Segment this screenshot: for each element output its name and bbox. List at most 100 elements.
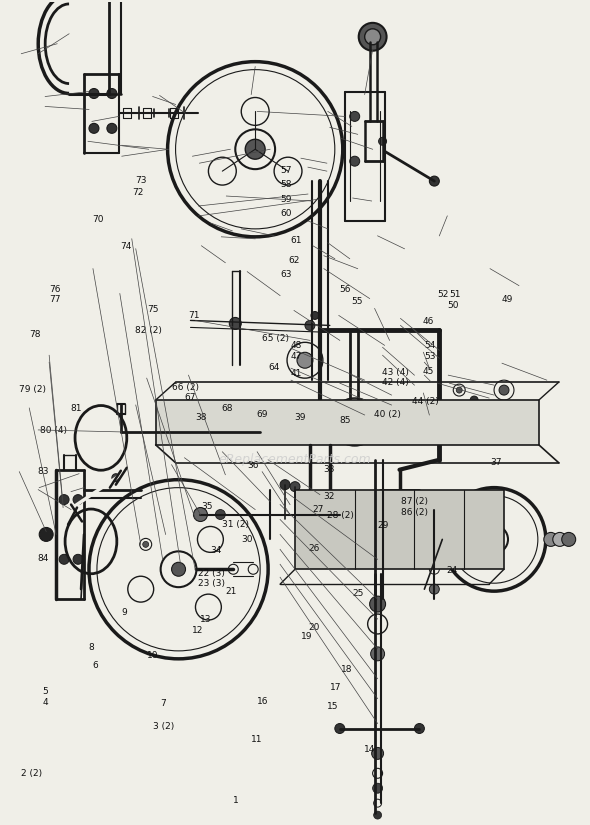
Text: 76: 76	[50, 285, 61, 294]
Text: 4: 4	[42, 698, 48, 707]
Text: 59: 59	[280, 195, 292, 204]
Text: 77: 77	[50, 295, 61, 304]
Text: 18: 18	[341, 665, 352, 674]
Circle shape	[59, 554, 69, 564]
Circle shape	[297, 352, 313, 368]
Text: 22 (3): 22 (3)	[198, 569, 225, 578]
Circle shape	[350, 156, 360, 166]
Circle shape	[480, 493, 488, 502]
Text: 35: 35	[201, 502, 212, 511]
Text: 38: 38	[195, 413, 206, 422]
Text: 28 (2): 28 (2)	[327, 512, 354, 521]
Text: 30: 30	[241, 535, 253, 545]
Circle shape	[500, 406, 508, 414]
Circle shape	[359, 23, 386, 50]
Circle shape	[112, 474, 120, 482]
Text: 69: 69	[257, 411, 268, 419]
Text: 36: 36	[247, 461, 258, 470]
Text: 33: 33	[323, 465, 335, 474]
Text: 11: 11	[251, 735, 263, 744]
Circle shape	[470, 396, 478, 404]
Circle shape	[365, 29, 381, 45]
Text: 15: 15	[327, 702, 339, 711]
Circle shape	[59, 495, 69, 505]
Text: 2 (2): 2 (2)	[21, 769, 42, 778]
Text: 60: 60	[280, 210, 292, 219]
Text: 71: 71	[188, 311, 199, 320]
Circle shape	[562, 532, 576, 546]
Circle shape	[305, 320, 315, 330]
Text: 49: 49	[502, 295, 513, 304]
Text: 64: 64	[268, 363, 280, 372]
Circle shape	[290, 482, 300, 492]
Text: 42 (4): 42 (4)	[382, 379, 409, 388]
Text: 70: 70	[93, 215, 104, 224]
Text: 24: 24	[447, 567, 458, 576]
Text: 53: 53	[424, 352, 435, 361]
Circle shape	[194, 507, 208, 521]
Text: 26: 26	[309, 544, 320, 554]
Circle shape	[414, 724, 424, 733]
Circle shape	[143, 541, 149, 547]
Text: 37: 37	[490, 458, 502, 467]
Text: 84: 84	[38, 554, 49, 563]
Circle shape	[430, 505, 440, 515]
Circle shape	[553, 532, 567, 546]
Text: 41: 41	[291, 369, 302, 378]
Circle shape	[73, 554, 83, 564]
Circle shape	[89, 124, 99, 134]
Circle shape	[450, 506, 458, 513]
Text: 51: 51	[450, 290, 461, 299]
Text: 7: 7	[160, 700, 166, 709]
Text: 54: 54	[424, 342, 435, 351]
Circle shape	[311, 312, 319, 319]
Text: 65 (2): 65 (2)	[261, 334, 289, 343]
FancyBboxPatch shape	[156, 400, 539, 445]
Circle shape	[350, 111, 360, 121]
Text: 75: 75	[147, 305, 159, 314]
Text: 25: 25	[353, 589, 364, 597]
Circle shape	[321, 493, 329, 502]
Text: 3 (2): 3 (2)	[153, 722, 174, 731]
Text: 61: 61	[290, 236, 302, 244]
Text: 1: 1	[233, 795, 239, 804]
Text: 5: 5	[42, 687, 48, 696]
Circle shape	[215, 510, 225, 520]
Text: 57: 57	[280, 166, 292, 175]
Circle shape	[499, 385, 509, 395]
Circle shape	[107, 88, 117, 98]
Text: 58: 58	[280, 180, 292, 189]
Text: 23 (3): 23 (3)	[198, 579, 225, 587]
Text: 10: 10	[147, 651, 159, 660]
Text: 34: 34	[210, 546, 221, 555]
Text: 79 (2): 79 (2)	[19, 385, 46, 394]
Circle shape	[280, 479, 290, 489]
Text: 74: 74	[120, 242, 132, 251]
Text: 19: 19	[301, 632, 312, 641]
Text: 8: 8	[88, 643, 94, 652]
Text: 67: 67	[185, 394, 196, 403]
Circle shape	[333, 507, 347, 521]
Text: 13: 13	[200, 615, 211, 624]
Text: 47: 47	[291, 352, 302, 361]
Circle shape	[381, 493, 389, 502]
FancyBboxPatch shape	[295, 489, 504, 569]
Text: 17: 17	[330, 683, 342, 692]
Circle shape	[230, 318, 241, 329]
Text: 16: 16	[257, 697, 268, 706]
Circle shape	[430, 176, 440, 186]
Text: 31 (2): 31 (2)	[222, 521, 248, 530]
Circle shape	[379, 137, 386, 145]
Text: 44 (2): 44 (2)	[412, 397, 439, 406]
Circle shape	[430, 584, 440, 594]
Text: 32: 32	[323, 492, 335, 501]
Text: 81: 81	[71, 404, 82, 412]
Text: 52: 52	[437, 290, 448, 299]
Text: 43 (4): 43 (4)	[382, 368, 409, 377]
Text: 83: 83	[38, 467, 50, 476]
Text: 55: 55	[351, 297, 362, 306]
Circle shape	[372, 747, 384, 759]
Text: 50: 50	[448, 301, 459, 310]
Circle shape	[89, 88, 99, 98]
Circle shape	[335, 724, 345, 733]
